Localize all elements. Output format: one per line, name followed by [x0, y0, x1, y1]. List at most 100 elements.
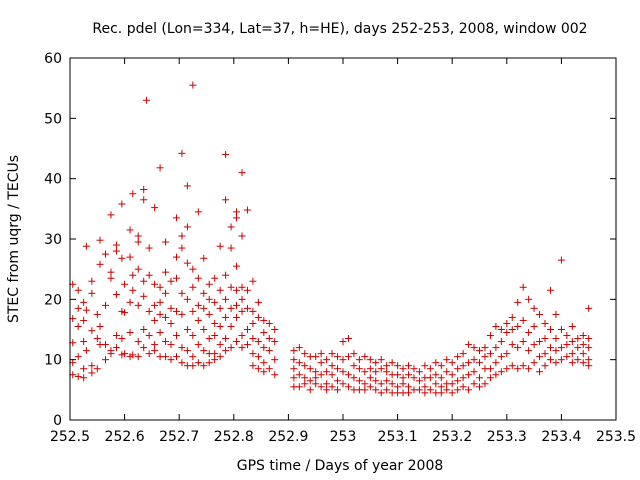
- data-point: [383, 368, 391, 376]
- data-point: [372, 386, 380, 394]
- data-point: [134, 338, 142, 346]
- data-point: [129, 190, 137, 198]
- data-point: [254, 298, 262, 306]
- data-point: [476, 347, 483, 355]
- data-point: [568, 338, 576, 346]
- data-point: [476, 374, 483, 382]
- data-point: [112, 291, 120, 299]
- x-tick-label: 253.1: [378, 429, 418, 445]
- data-point: [317, 383, 325, 391]
- data-point: [481, 344, 489, 352]
- data-point: [552, 335, 560, 343]
- data-point: [568, 350, 576, 358]
- x-tick-label: 252.5: [50, 429, 90, 445]
- data-point: [421, 362, 429, 370]
- data-point: [238, 283, 246, 291]
- data-point: [178, 289, 186, 297]
- data-point: [129, 271, 137, 279]
- data-point: [339, 380, 347, 388]
- x-tick-label: 253.2: [432, 429, 472, 445]
- data-point: [476, 383, 483, 391]
- data-point: [74, 304, 82, 312]
- data-point: [271, 356, 279, 364]
- data-point: [290, 347, 298, 355]
- data-point: [129, 351, 137, 359]
- data-point: [530, 304, 538, 312]
- data-point: [405, 362, 413, 370]
- data-point: [222, 295, 230, 303]
- data-point: [448, 371, 456, 379]
- data-point: [290, 374, 298, 382]
- data-point: [459, 350, 467, 358]
- data-point: [541, 350, 549, 358]
- data-point: [426, 386, 434, 394]
- data-point: [465, 371, 473, 379]
- data-point: [227, 223, 235, 231]
- data-point: [361, 386, 369, 394]
- data-point: [216, 341, 224, 349]
- data-point: [194, 341, 202, 349]
- data-point: [557, 356, 565, 364]
- x-tick-label: 252.7: [159, 429, 199, 445]
- data-point: [222, 271, 230, 279]
- data-point: [344, 335, 352, 343]
- data-point: [312, 368, 320, 376]
- data-point: [271, 326, 279, 333]
- data-point: [437, 374, 445, 382]
- data-point: [205, 335, 213, 343]
- x-tick-label: 253.5: [596, 429, 636, 445]
- data-point: [238, 169, 246, 177]
- data-point: [432, 359, 440, 367]
- data-point: [443, 386, 451, 394]
- data-point: [344, 353, 352, 361]
- data-point: [233, 208, 241, 216]
- data-point: [301, 362, 309, 370]
- data-point: [448, 380, 456, 388]
- data-point: [233, 338, 241, 346]
- data-point: [361, 380, 369, 388]
- data-point: [167, 304, 175, 312]
- data-point: [183, 347, 191, 355]
- data-point: [222, 196, 230, 204]
- data-point: [200, 347, 208, 355]
- data-point: [178, 232, 186, 240]
- data-point: [339, 338, 347, 346]
- data-point: [366, 356, 374, 364]
- data-point: [233, 214, 241, 222]
- data-point: [126, 253, 134, 261]
- data-point: [443, 368, 451, 376]
- data-point: [355, 377, 363, 385]
- data-point: [101, 250, 109, 258]
- data-point: [585, 356, 593, 364]
- data-point: [383, 386, 391, 394]
- data-point: [178, 244, 186, 252]
- axis-ticks-layer: [69, 57, 617, 421]
- data-point: [317, 359, 325, 367]
- data-point: [306, 386, 314, 394]
- data-point: [454, 365, 462, 373]
- y-tick-label: 20: [44, 292, 62, 308]
- data-point: [172, 274, 180, 282]
- data-point: [394, 362, 402, 370]
- data-point: [121, 350, 129, 358]
- data-point: [233, 286, 241, 294]
- data-point: [344, 383, 352, 391]
- data-point: [118, 335, 126, 343]
- data-point: [194, 274, 202, 282]
- data-point: [514, 298, 522, 306]
- data-point: [508, 313, 516, 321]
- data-point: [107, 350, 115, 358]
- data-point: [134, 238, 142, 246]
- data-point: [93, 310, 101, 318]
- data-point: [344, 371, 352, 379]
- data-point: [454, 353, 462, 361]
- data-point: [189, 81, 197, 89]
- data-point: [328, 371, 336, 379]
- data-point: [437, 362, 445, 370]
- data-point: [334, 353, 342, 361]
- data-point: [271, 371, 279, 379]
- data-point: [481, 380, 489, 388]
- data-point: [243, 341, 251, 349]
- data-point: [492, 359, 500, 367]
- data-point: [265, 365, 273, 373]
